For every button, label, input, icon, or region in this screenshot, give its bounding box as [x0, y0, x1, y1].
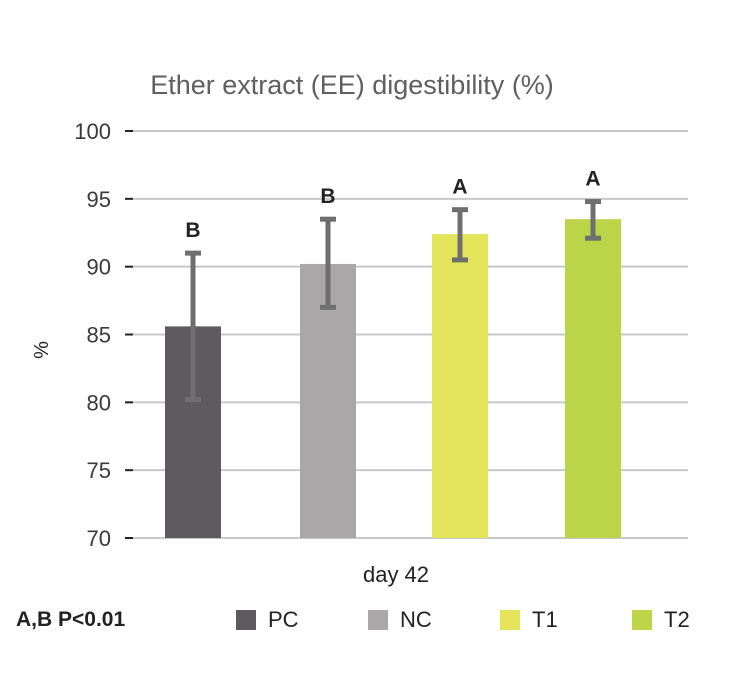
chart-title: Ether extract (EE) digestibility (%) — [150, 70, 554, 100]
significance-letter-nc: B — [320, 185, 335, 208]
bar-t2 — [565, 219, 621, 538]
legend-label-pc: PC — [268, 607, 299, 632]
legend-item-nc: NC — [368, 605, 432, 635]
significance-letter-t1: A — [452, 176, 467, 199]
bars: B B A A — [165, 168, 621, 538]
bar-t1 — [432, 234, 488, 538]
y-tick-label: 90 — [87, 255, 111, 280]
legend-label-nc: NC — [400, 607, 432, 632]
y-axis-label: % — [31, 341, 53, 359]
footer: A,B P<0.01 PC NC T1 T2 — [0, 605, 745, 635]
significance-letter-pc: B — [185, 219, 200, 242]
legend-item-t1: T1 — [500, 605, 558, 635]
y-tick-label: 95 — [87, 187, 111, 212]
y-tick-label: 70 — [87, 526, 111, 551]
legend-swatch-t1 — [500, 610, 520, 630]
legend-swatch-nc — [368, 610, 388, 630]
y-tick-label: 85 — [87, 323, 111, 348]
legend-label-t2: T2 — [664, 607, 690, 632]
legend-swatch-t2 — [632, 610, 652, 630]
y-axis: 70 75 80 85 90 95 100 — [74, 119, 133, 551]
y-tick-label: 80 — [87, 390, 111, 415]
gridlines — [133, 130, 688, 539]
significance-letter-t2: A — [585, 168, 600, 191]
y-tick-label: 100 — [74, 119, 111, 144]
x-category-label: day 42 — [363, 562, 429, 587]
significance-note: A,B P<0.01 — [16, 608, 126, 631]
legend-item-t2: T2 — [632, 605, 690, 635]
y-tick-label: 75 — [87, 458, 111, 483]
legend-item-pc: PC — [236, 605, 299, 635]
legend-swatch-pc — [236, 610, 256, 630]
legend-label-t1: T1 — [532, 607, 558, 632]
chart: Ether extract (EE) digestibility (%) 707… — [31, 70, 688, 587]
